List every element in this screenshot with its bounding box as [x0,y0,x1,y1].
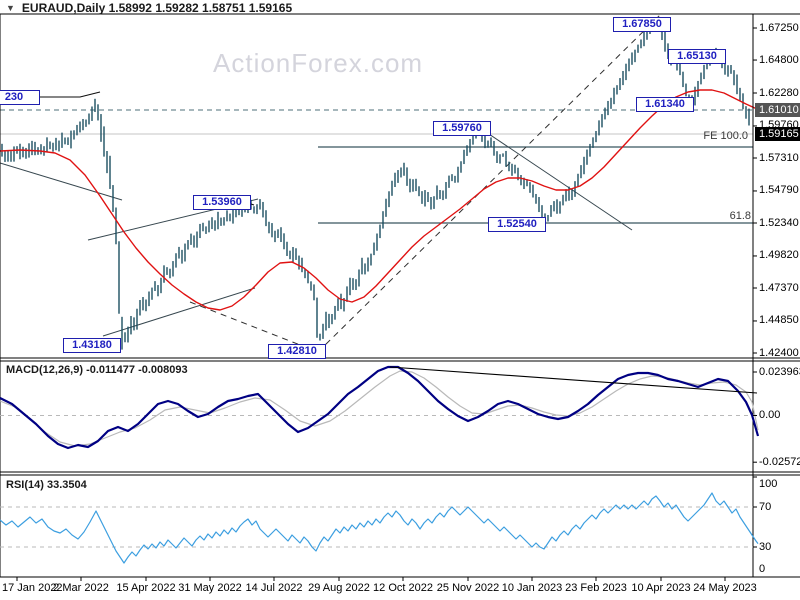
moving-average-line [0,89,758,311]
dropdown-arrow-icon: ▼ [6,2,15,13]
swing-price-label: 1.52540 [488,217,546,232]
price-axis-label: 1.47370 [759,281,799,294]
date-axis-label: 12 Oct 2022 [373,582,433,594]
price-axis-highlight-gray: 1.61010 [755,102,800,117]
fibonacci-level-label: FE 100.0 [703,130,748,142]
rsi-line [0,492,759,564]
rsi-axis-label: 30 [759,540,772,553]
date-axis-label: 10 Apr 2023 [631,582,691,594]
trendline [476,125,633,231]
macd-indicator-label: MACD(12,26,9) -0.011477 -0.008093 [6,364,188,376]
trendline-dashed [189,301,319,353]
rsi-axis-label: 0 [759,563,766,575]
date-axis-label: 10 Jan 2023 [501,582,563,594]
date-axis-label: 15 Apr 2022 [116,582,176,594]
date-axis-label: 31 May 2022 [178,582,242,594]
date-axis-label: 2 Mar 2022 [53,582,109,594]
macd-axis-label: 0.023963 [759,365,800,378]
trendline [0,162,123,201]
swing-price-label: 1.53960 [193,195,251,210]
symbol-title-bar: ▼ EURAUD,Daily 1.58992 1.59282 1.58751 1.… [6,0,293,15]
macd-axis-label: 0.00 [759,409,781,421]
swing-price-label: 1.61340 [636,97,694,112]
price-axis-label: 1.49820 [759,249,799,262]
price-axis-label: 1.44850 [759,314,799,327]
macd-signal-line [0,370,759,447]
price-axis-label: 1.57310 [759,151,799,164]
rsi-indicator-label: RSI(14) 33.3504 [6,479,87,491]
price-axis-label: 1.54790 [759,184,799,197]
macd-trendline [389,366,758,394]
symbol-ohlc-title: EURAUD,Daily 1.58992 1.59282 1.58751 1.5… [21,0,293,15]
date-axis-label: 29 Aug 2022 [308,582,370,594]
date-axis-label: 17 Jan 2022 [2,582,63,594]
swing-price-label: 1.67850 [613,17,671,32]
price-axis-label: 1.67250 [759,21,799,34]
macd-main-line [0,365,760,450]
date-axis-label: 25 Nov 2022 [436,582,500,594]
rsi-axis-label: 70 [759,500,772,513]
swing-price-label: 1.59760 [433,121,491,136]
price-axis-label: 1.62280 [759,86,799,99]
price-axis-label: 1.52340 [759,216,799,229]
watermark: ActionForex.com [213,48,424,78]
price-axis-label: 1.42400 [759,346,799,359]
swing-price-label: 1.43180 [63,338,121,353]
trendline-dashed [317,14,661,353]
date-axis-label: 24 May 2023 [693,582,757,594]
swing-price-label: 1.42810 [268,344,326,359]
price-axis-label: 1.64800 [759,53,799,66]
rsi-axis-label: 100 [759,478,778,490]
swing-label-tail [34,91,101,98]
date-axis-label: 23 Feb 2023 [565,582,627,594]
date-axis-label: 14 Jul 2022 [245,582,303,594]
swing-price-label: 230 [0,90,40,105]
fibonacci-level-label: 61.8 [729,210,751,222]
price-axis-highlight-black: 1.59165 [755,126,800,141]
macd-axis-label: -0.025726 [759,455,800,468]
trendline [102,287,256,337]
swing-price-label: 1.65130 [668,49,726,64]
